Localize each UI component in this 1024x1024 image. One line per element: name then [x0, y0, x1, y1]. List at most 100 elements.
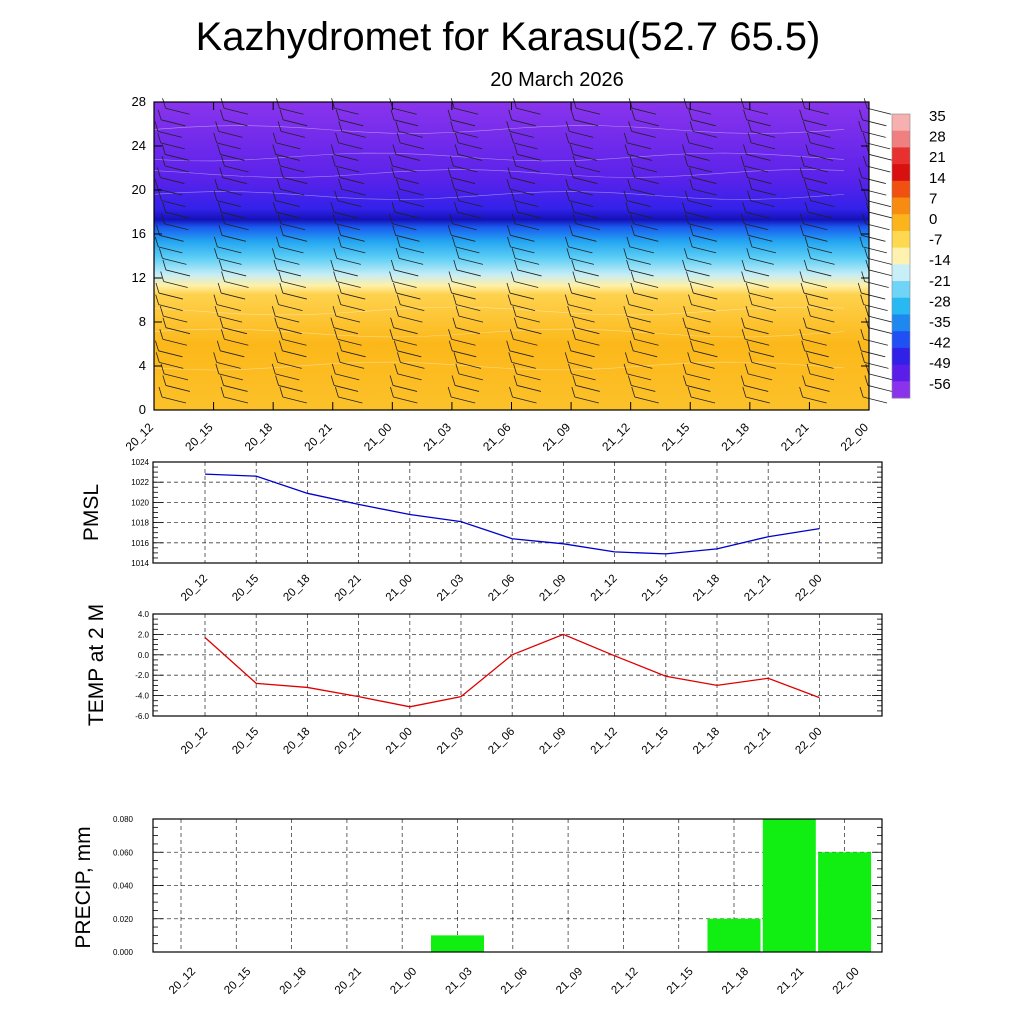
wind-barb	[865, 202, 894, 219]
wind-barb-shaft	[807, 188, 832, 196]
wind-barb-flag	[448, 329, 452, 340]
wind-barb-shaft	[337, 338, 362, 346]
x-tick-label: 21_12	[609, 966, 640, 997]
wind-barb-shaft	[159, 234, 184, 242]
wind-barb-flag	[392, 144, 397, 155]
wind-barb	[513, 375, 542, 392]
wind-barb-shaft	[216, 200, 242, 208]
wind-barb	[507, 225, 535, 242]
y-tick-label: -6.0	[135, 712, 149, 721]
wind-barb	[221, 271, 249, 288]
wind-barb-shaft	[334, 107, 359, 115]
wind-barb-shaft	[455, 327, 481, 335]
wind-barb-shaft	[633, 292, 658, 300]
colorbar-label: -42	[929, 335, 951, 352]
wind-barb	[391, 167, 419, 184]
wind-barb	[217, 282, 246, 300]
y-tick-label: 8	[139, 314, 146, 329]
wind-barb-shaft	[160, 142, 185, 150]
wind-barb	[450, 98, 479, 115]
wind-barb	[571, 259, 599, 277]
wind-barb-shaft	[454, 188, 479, 196]
wind-barb	[454, 202, 482, 219]
wind-barb-shaft	[863, 304, 888, 311]
wind-barb-flag	[447, 109, 452, 120]
wind-barb-shaft	[568, 246, 593, 254]
wind-barb-flag	[158, 190, 162, 201]
wind-barb-flag	[390, 109, 395, 120]
wind-barb	[800, 155, 829, 173]
wind-barb-shaft	[514, 281, 539, 288]
wind-barb-flag	[276, 236, 280, 247]
wind-barb	[448, 271, 477, 288]
wind-barb-flag	[746, 340, 751, 351]
wind-barb	[859, 236, 887, 254]
colorbar-label: 0	[929, 211, 937, 228]
wind-barb	[154, 121, 183, 138]
wind-barb-shaft	[808, 154, 833, 161]
colorbar-frame	[891, 113, 911, 399]
wind-barb-shaft	[868, 315, 893, 323]
wind-barb	[629, 340, 658, 358]
x-tick-label: 20_15	[182, 420, 216, 454]
wind-barb	[220, 329, 249, 346]
wind-barb-shaft	[515, 165, 540, 173]
y-tick-label: 0	[139, 402, 146, 417]
wind-barb-shaft	[626, 258, 651, 265]
wind-barb-flag	[333, 248, 338, 259]
wind-barb	[389, 375, 418, 392]
wind-barb-flag	[623, 306, 628, 317]
y-tick-label: 4	[139, 358, 146, 373]
wind-barb	[214, 306, 243, 323]
wind-barb-flag	[858, 167, 863, 178]
colorbar-swatch	[892, 247, 910, 265]
x-tick-label: 21_12	[589, 726, 620, 757]
wind-barb-flag	[159, 306, 164, 317]
wind-barb-shaft	[333, 211, 359, 219]
wind-barb-shaft	[744, 385, 769, 392]
colorbar-label: 14	[929, 170, 946, 187]
colorbar-label: -56	[929, 376, 951, 393]
wind-barb-flag	[800, 155, 805, 167]
wind-barb-shaft	[392, 338, 417, 346]
wind-barb-flag	[748, 236, 753, 247]
wind-barb	[216, 340, 245, 358]
wind-barb-shaft	[574, 269, 599, 277]
wind-barb-flag	[741, 271, 745, 282]
wind-barb	[278, 340, 307, 358]
wind-barb	[448, 282, 476, 300]
wind-barb-flag	[513, 363, 517, 375]
wind-barb	[213, 294, 242, 311]
wind-barb-flag	[571, 317, 576, 328]
wind-barb	[156, 167, 185, 184]
wind-barb-flag	[623, 190, 628, 201]
wind-barb-flag	[279, 329, 283, 340]
wind-barb	[514, 144, 542, 161]
wind-barb-flag	[395, 306, 399, 317]
wind-barb-flag	[863, 190, 868, 201]
wind-barb-flag	[450, 121, 455, 132]
wind-barb-flag	[334, 190, 339, 201]
wind-barb	[337, 236, 366, 254]
wind-barb-flag	[393, 340, 398, 351]
wind-barb-flag	[807, 306, 811, 317]
wind-barb-flag	[332, 213, 337, 224]
y-tick-label: 24	[132, 138, 146, 153]
wind-barb-shaft	[157, 188, 183, 196]
wind-barb-shaft	[688, 200, 713, 208]
wind-barb-shaft	[458, 315, 484, 323]
wind-barb-shaft	[393, 396, 418, 404]
wind-barb	[572, 375, 600, 392]
wind-barb-shaft	[393, 119, 419, 127]
wind-barb-flag	[572, 155, 577, 167]
wind-barb-flag	[330, 317, 335, 328]
wind-barb-shaft	[279, 107, 304, 115]
wind-barb-flag	[802, 121, 807, 132]
wind-barb-flag	[506, 178, 511, 190]
wind-barb-flag	[564, 294, 569, 305]
wind-barb-flag	[801, 98, 806, 109]
wind-barb-flag	[335, 132, 339, 144]
wind-barb-shaft	[335, 373, 360, 381]
wind-barb	[624, 352, 653, 369]
wind-barb-shaft	[633, 223, 658, 231]
